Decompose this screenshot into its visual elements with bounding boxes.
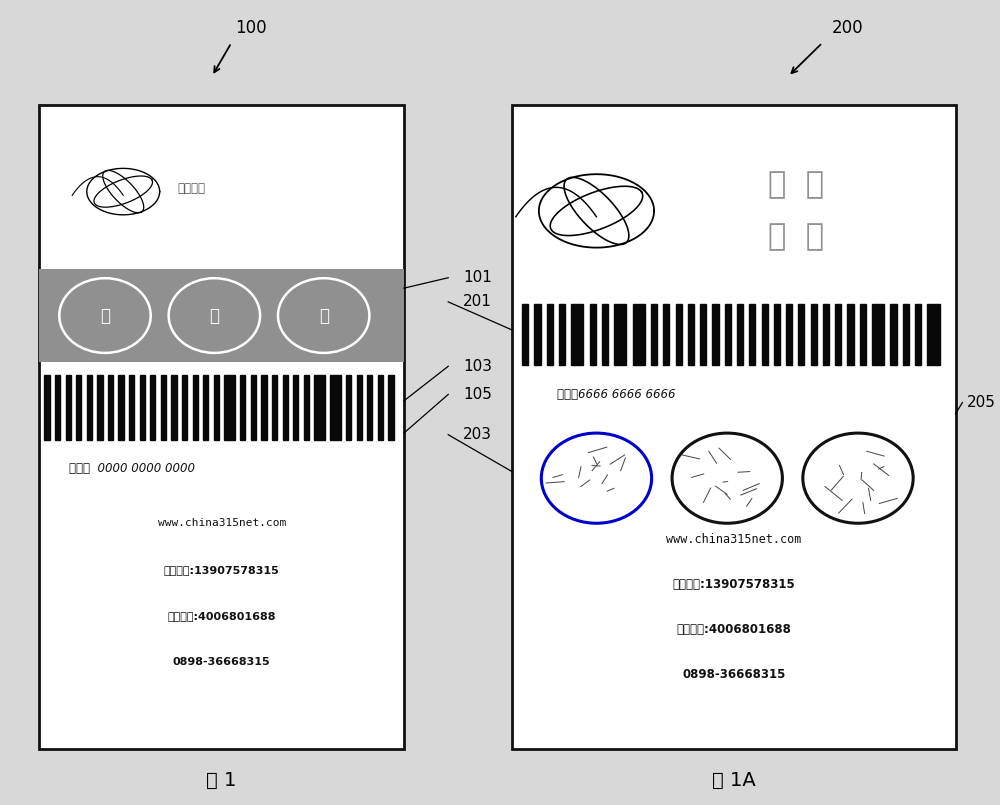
Bar — [108, 375, 113, 440]
Bar — [346, 375, 351, 440]
Bar — [240, 375, 245, 440]
Text: 酒: 酒 — [100, 307, 110, 324]
Bar — [712, 304, 719, 365]
Bar — [129, 375, 134, 440]
Bar — [378, 375, 383, 440]
Bar — [76, 375, 81, 440]
Bar — [304, 375, 309, 440]
Text: 查询电话:4006801688: 查询电话:4006801688 — [676, 623, 791, 636]
Bar — [547, 304, 553, 365]
Bar — [150, 375, 155, 440]
Text: 105: 105 — [463, 387, 492, 402]
Bar — [737, 304, 743, 365]
Text: 序号：6666 6666 6666: 序号：6666 6666 6666 — [557, 388, 675, 401]
Bar — [749, 304, 755, 365]
Bar — [367, 375, 372, 440]
Bar — [512, 105, 956, 749]
Bar — [283, 375, 288, 440]
Bar — [762, 304, 768, 365]
Bar — [118, 375, 124, 440]
Bar — [182, 375, 187, 440]
Bar — [700, 304, 706, 365]
Bar — [571, 304, 583, 365]
Text: 天  鉴: 天 鉴 — [768, 171, 824, 200]
Bar — [811, 304, 817, 365]
Text: 0898-36668315: 0898-36668315 — [682, 668, 786, 681]
Bar — [927, 304, 940, 365]
Text: 短信查询:13907578315: 短信查询:13907578315 — [673, 578, 795, 591]
Bar — [261, 375, 267, 440]
Text: 205: 205 — [967, 395, 996, 410]
Bar — [140, 375, 145, 440]
Text: 香: 香 — [319, 307, 329, 324]
Bar — [522, 304, 528, 365]
Bar — [87, 375, 92, 440]
Text: 科  技: 科 技 — [768, 222, 824, 251]
Bar — [193, 375, 198, 440]
Bar — [774, 304, 780, 365]
Bar — [357, 375, 362, 440]
Text: 查询电话:4006801688: 查询电话:4006801688 — [167, 611, 276, 621]
Bar — [97, 375, 103, 440]
Bar — [614, 304, 626, 365]
Bar — [66, 375, 71, 440]
Text: www.china315net.com: www.china315net.com — [666, 533, 802, 546]
Bar — [224, 375, 235, 440]
Bar — [633, 304, 645, 365]
Text: 100: 100 — [235, 19, 267, 37]
Bar — [272, 375, 277, 440]
Bar — [798, 304, 804, 365]
Bar — [823, 304, 829, 365]
Bar — [835, 304, 841, 365]
Bar — [203, 375, 208, 440]
Bar — [676, 304, 682, 365]
Bar — [847, 304, 854, 365]
Bar — [915, 304, 921, 365]
Bar — [786, 304, 792, 365]
Text: 鉴: 鉴 — [209, 307, 219, 324]
Bar — [651, 304, 657, 365]
Text: 103: 103 — [463, 359, 492, 374]
Bar — [39, 269, 404, 362]
Bar — [39, 105, 404, 749]
Bar — [293, 375, 298, 440]
Text: 短信查询:13907578315: 短信查询:13907578315 — [164, 564, 280, 575]
Bar — [663, 304, 669, 365]
Text: 200: 200 — [831, 19, 863, 37]
Text: www.china315net.com: www.china315net.com — [158, 518, 286, 528]
Bar — [251, 375, 256, 440]
Bar — [214, 375, 219, 440]
Bar — [171, 375, 177, 440]
Text: 图 1A: 图 1A — [712, 771, 756, 791]
Bar — [872, 304, 884, 365]
Bar — [44, 375, 50, 440]
Bar — [860, 304, 866, 365]
Text: 序号：  0000 0000 0000: 序号： 0000 0000 0000 — [69, 462, 195, 475]
Bar — [890, 304, 897, 365]
Bar — [559, 304, 565, 365]
Text: 天鉴科技: 天鉴科技 — [178, 182, 206, 195]
Text: 图 1: 图 1 — [206, 771, 237, 791]
Bar — [725, 304, 731, 365]
Bar — [602, 304, 608, 365]
Bar — [330, 375, 341, 440]
Bar — [688, 304, 694, 365]
Bar — [388, 375, 394, 440]
Bar — [314, 375, 325, 440]
Bar — [161, 375, 166, 440]
Bar — [55, 375, 60, 440]
Text: 0898-36668315: 0898-36668315 — [173, 658, 270, 667]
Text: 101: 101 — [463, 270, 492, 285]
Bar — [903, 304, 909, 365]
Text: 201: 201 — [463, 295, 492, 309]
Text: 203: 203 — [463, 427, 492, 442]
Bar — [534, 304, 541, 365]
Bar — [590, 304, 596, 365]
